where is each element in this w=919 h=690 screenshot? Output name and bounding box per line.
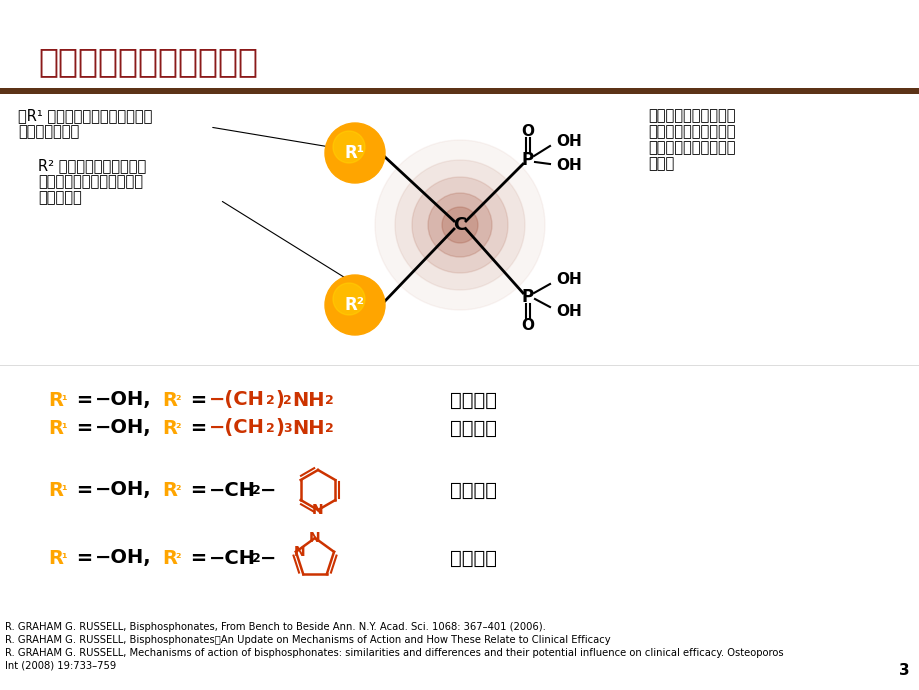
Text: 2: 2 xyxy=(252,484,260,497)
Text: NH: NH xyxy=(291,419,324,437)
Circle shape xyxy=(324,123,384,183)
Text: O: O xyxy=(521,317,534,333)
Circle shape xyxy=(375,140,544,310)
Text: ²: ² xyxy=(175,422,180,435)
Text: OH: OH xyxy=(555,273,581,288)
Text: OH: OH xyxy=(555,135,581,150)
Text: 当R¹ 基团是羟基时，可以增加药: 当R¹ 基团是羟基时，可以增加药 xyxy=(18,108,153,123)
Text: =: = xyxy=(184,419,214,437)
Text: ): ) xyxy=(275,419,284,437)
Text: N: N xyxy=(294,545,305,559)
Text: 帕米膦酸: 帕米膦酸 xyxy=(449,391,496,409)
Text: R. GRAHAM G. RUSSELL, Bisphosphonates．An Update on Mechanisms of Action and How : R. GRAHAM G. RUSSELL, Bisphosphonates．An… xyxy=(5,635,610,645)
Text: 2: 2 xyxy=(266,393,275,406)
Text: R: R xyxy=(48,549,62,567)
Text: C: C xyxy=(453,216,466,234)
Text: OH: OH xyxy=(555,304,581,319)
Text: Int (2008) 19:733–759: Int (2008) 19:733–759 xyxy=(5,661,116,671)
Text: =: = xyxy=(70,391,100,409)
Text: R: R xyxy=(48,419,62,437)
Text: 2: 2 xyxy=(324,422,334,435)
Text: R: R xyxy=(162,549,176,567)
Circle shape xyxy=(333,131,365,163)
Text: 织羟基膦灰石结合的关: 织羟基膦灰石结合的关 xyxy=(647,124,734,139)
Text: −(CH: −(CH xyxy=(209,391,265,409)
Text: NH: NH xyxy=(291,391,324,409)
Text: N: N xyxy=(312,503,323,517)
Text: −(CH: −(CH xyxy=(209,419,265,437)
Text: 利塞膦酸: 利塞膦酸 xyxy=(449,480,496,500)
Text: 键部位，决定药物的生: 键部位，决定药物的生 xyxy=(647,140,734,155)
Text: 双膦酸类药物的功能基团: 双膦酸类药物的功能基团 xyxy=(38,46,257,79)
Text: O: O xyxy=(521,124,534,139)
Text: =: = xyxy=(184,391,214,409)
Text: −: − xyxy=(260,549,276,567)
Bar xyxy=(0,365,919,366)
Text: P: P xyxy=(521,288,534,306)
Text: R: R xyxy=(48,480,62,500)
Circle shape xyxy=(427,193,492,257)
Circle shape xyxy=(333,283,365,315)
Text: R: R xyxy=(162,480,176,500)
Text: 2: 2 xyxy=(283,393,291,406)
Circle shape xyxy=(324,275,384,335)
Text: R: R xyxy=(162,419,176,437)
Text: 化特性: 化特性 xyxy=(647,156,674,171)
Text: 2: 2 xyxy=(324,393,334,406)
Text: =: = xyxy=(70,549,100,567)
Circle shape xyxy=(441,207,478,243)
Text: −OH,: −OH, xyxy=(95,391,152,409)
Text: ): ) xyxy=(275,391,284,409)
Text: 3: 3 xyxy=(899,663,909,678)
Circle shape xyxy=(394,160,525,290)
Text: 唑来膦酸: 唑来膦酸 xyxy=(449,549,496,567)
Text: 2: 2 xyxy=(252,551,260,564)
Text: −CH: −CH xyxy=(209,480,255,500)
Text: R¹: R¹ xyxy=(345,144,365,162)
Text: −: − xyxy=(260,480,276,500)
Text: 2: 2 xyxy=(266,422,275,435)
Bar xyxy=(0,88,919,94)
Text: =: = xyxy=(70,480,100,500)
Text: 吸收能力，以及与羟基磷灰: 吸收能力，以及与羟基磷灰 xyxy=(38,174,142,189)
Text: OH: OH xyxy=(555,157,581,172)
Text: P: P xyxy=(521,151,534,169)
Text: 阿伦膦酸: 阿伦膦酸 xyxy=(449,419,496,437)
Text: 3: 3 xyxy=(283,422,291,435)
Text: ¹: ¹ xyxy=(61,422,66,435)
Text: R²: R² xyxy=(345,296,365,314)
Text: −OH,: −OH, xyxy=(95,419,152,437)
Text: 膦酸基团是药物与骨组: 膦酸基团是药物与骨组 xyxy=(647,108,734,123)
Circle shape xyxy=(412,177,507,273)
Text: R: R xyxy=(48,391,62,409)
Text: −OH,: −OH, xyxy=(95,480,152,500)
Text: R. GRAHAM G. RUSSELL, Mechanisms of action of bisphosphonates: similarities and : R. GRAHAM G. RUSSELL, Mechanisms of acti… xyxy=(5,648,783,658)
Text: ²: ² xyxy=(175,551,180,564)
Text: ²: ² xyxy=(175,393,180,406)
Text: 石的结合力: 石的结合力 xyxy=(38,190,82,205)
Bar xyxy=(0,0,919,88)
Text: =: = xyxy=(70,419,100,437)
Text: ¹: ¹ xyxy=(61,393,66,406)
Text: =: = xyxy=(184,549,214,567)
Text: =: = xyxy=(184,480,214,500)
Text: ¹: ¹ xyxy=(61,551,66,564)
Text: ²: ² xyxy=(175,484,180,497)
Text: −CH: −CH xyxy=(209,549,255,567)
Text: 物与骨的结合力: 物与骨的结合力 xyxy=(18,124,79,139)
Text: R² 基团决定的是药物抗骨: R² 基团决定的是药物抗骨 xyxy=(38,158,146,173)
Text: N: N xyxy=(309,531,321,545)
Text: R: R xyxy=(162,391,176,409)
Text: ¹: ¹ xyxy=(61,484,66,497)
Text: R. GRAHAM G. RUSSELL, Bisphosphonates, From Bench to Beside Ann. N.Y. Acad. Sci.: R. GRAHAM G. RUSSELL, Bisphosphonates, F… xyxy=(5,622,545,632)
Text: −OH,: −OH, xyxy=(95,549,152,567)
